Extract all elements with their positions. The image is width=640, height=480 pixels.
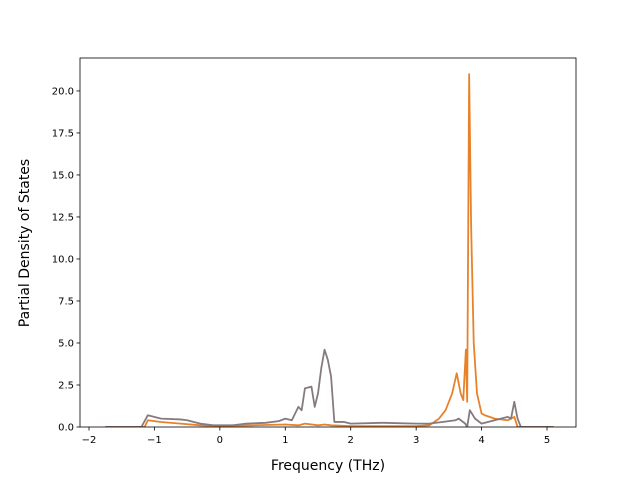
x-axis-label: Frequency (THz)	[271, 458, 385, 474]
x-tick-label: 0	[217, 435, 223, 446]
x-tick-label: 4	[478, 435, 484, 446]
y-tick-label: 12.5	[52, 212, 74, 223]
x-tick-label: −2	[82, 435, 97, 446]
y-tick-label: 7.5	[58, 296, 74, 307]
plot-frame	[79, 57, 577, 428]
x-tick-label: 2	[348, 435, 354, 446]
y-tick-label: 15.0	[52, 170, 74, 181]
x-tick-label: 5	[544, 435, 550, 446]
x-tick-label: 3	[413, 435, 419, 446]
y-tick-label: 10.0	[52, 254, 74, 265]
y-tick-label: 20.0	[52, 86, 74, 97]
y-axis-label: Partial Density of States	[17, 159, 33, 327]
y-tick-label: 17.5	[52, 128, 74, 139]
x-tick-label: 1	[282, 435, 288, 446]
y-tick-label: 5.0	[58, 338, 74, 349]
series-line	[105, 348, 554, 427]
y-tick-label: 2.5	[58, 380, 74, 391]
y-tick-label: 0.0	[58, 423, 74, 434]
x-tick-label: −1	[147, 435, 162, 446]
